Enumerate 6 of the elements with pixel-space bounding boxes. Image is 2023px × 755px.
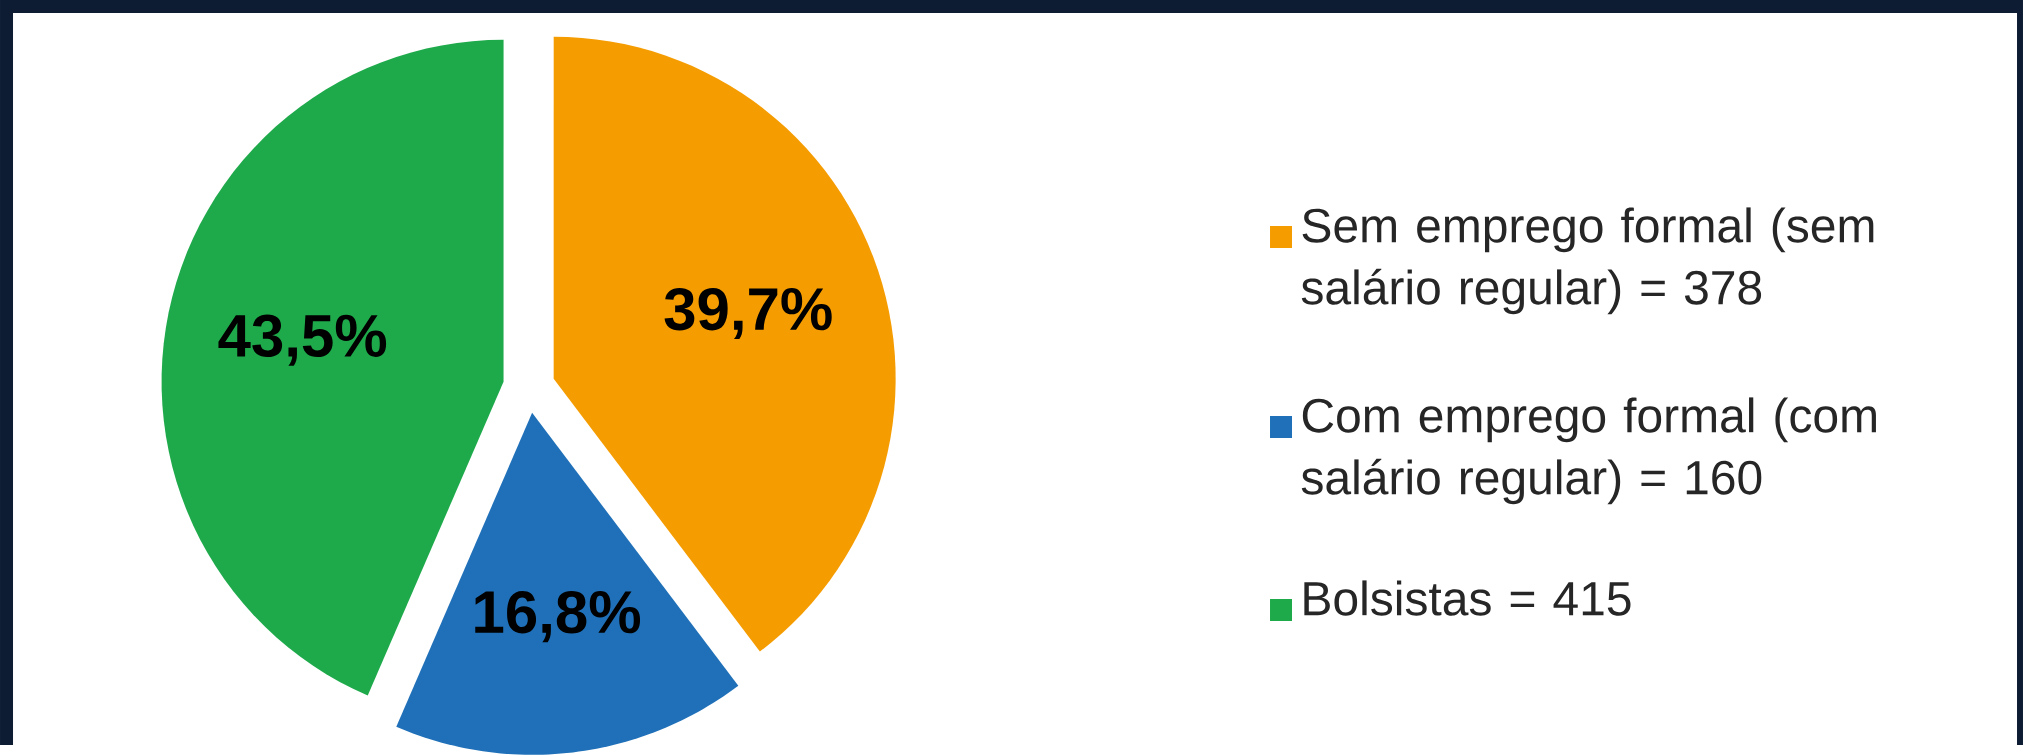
- data-label: 16,8%: [475, 591, 641, 643]
- data-label: 39,7%: [664, 287, 832, 340]
- legend-label: Com emprego formal (com salário regular) = 160: [1301, 397, 1876, 505]
- data-label: 43,5%: [218, 314, 387, 366]
- legend-label: Bolsistas = 415: [1304, 580, 1631, 616]
- legend-label: Sem emprego formal (sem salário regular) = 378: [1301, 207, 1874, 315]
